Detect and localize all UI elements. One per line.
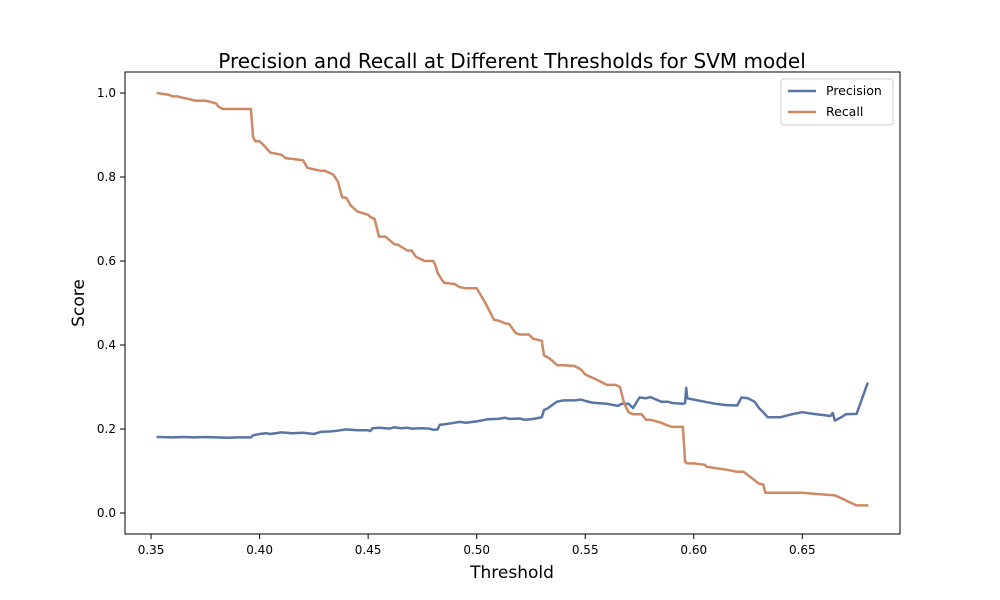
y-tick-label: 0.0: [97, 506, 116, 520]
x-tick-label: 0.35: [138, 543, 165, 557]
y-tick-label: 1.0: [97, 86, 116, 100]
x-axis-label: Threshold: [469, 563, 554, 583]
y-axis: 0.0 0.2 0.4 0.6 0.8 1.0: [97, 86, 125, 520]
series-layer: [156, 91, 869, 507]
legend: Precision Recall: [780, 78, 894, 126]
legend-recall-label: Recall: [826, 104, 863, 119]
x-tick-label: 0.45: [355, 543, 382, 557]
series-line-precision: [156, 382, 869, 440]
series-line-recall: [156, 91, 869, 507]
y-axis-label: Score: [69, 279, 89, 327]
x-axis: 0.35 0.40 0.45 0.50 0.55 0.60 0.65: [138, 534, 816, 557]
plot-area: [124, 71, 901, 535]
legend-precision-label: Precision: [826, 83, 882, 98]
x-tick-label: 0.55: [572, 543, 599, 557]
y-tick-label: 0.8: [97, 170, 116, 184]
x-tick-label: 0.60: [680, 543, 707, 557]
plot-frame: [124, 71, 901, 535]
x-tick-label: 0.40: [246, 543, 273, 557]
y-tick-label: 0.6: [97, 254, 116, 268]
y-tick-label: 0.2: [97, 422, 116, 436]
x-tick-label: 0.65: [789, 543, 816, 557]
y-tick-label: 0.4: [97, 338, 116, 352]
chart-title: Precision and Recall at Different Thresh…: [218, 49, 806, 73]
x-tick-label: 0.50: [463, 543, 490, 557]
